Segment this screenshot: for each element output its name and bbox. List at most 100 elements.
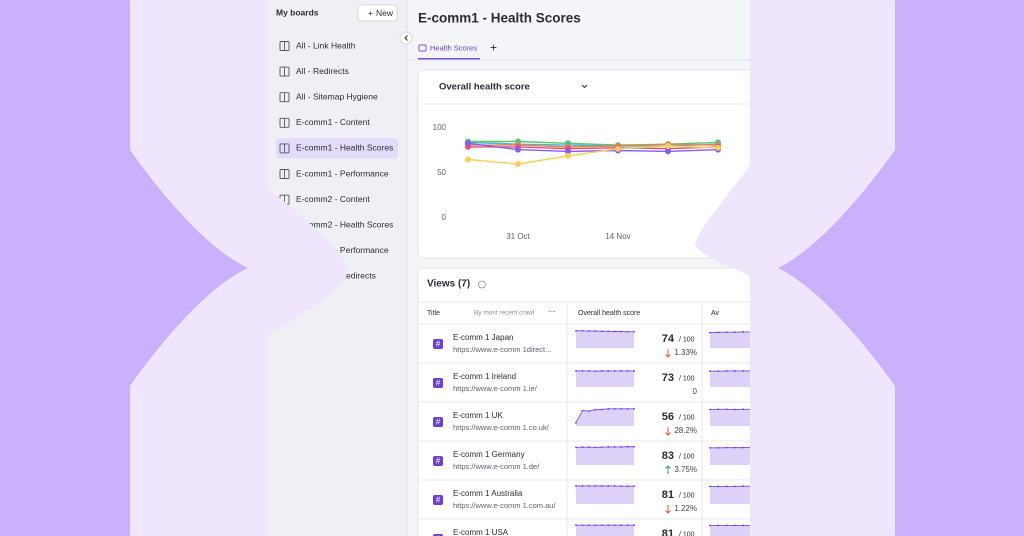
sparkline-point [607,524,610,527]
sparkline-area [710,331,750,348]
score-change: 3.75% [674,465,697,474]
sparkline-point [633,370,635,372]
series-point [665,148,671,155]
view-url: https://www.e-comm 1.de/ [453,462,540,471]
tab-icon [418,44,427,52]
sparkline-point [633,445,635,448]
change-arrow [665,505,671,514]
sparkline-point [575,329,577,332]
sparkline-point [742,485,745,488]
y-tick-label: 50 [437,168,446,177]
sparkline-point [725,408,728,411]
sparkline-area [576,330,634,348]
sparkline-point [575,446,577,449]
series-point [515,161,521,167]
score: 56 [662,411,674,423]
sparkline-point [594,524,597,527]
sparkline-area [710,486,750,504]
sparkline-point [594,330,597,332]
x-tick-label: 31 Oct [506,232,530,241]
sparkline-point [620,407,623,410]
board-item[interactable]: All - Redirects [296,66,349,76]
change-arrow [665,349,671,358]
collapse-button[interactable] [399,31,413,45]
sparkline-point [613,446,616,448]
sparkline-point [725,331,728,334]
sparkline-point [626,330,629,333]
sparkline-point [587,524,590,527]
sparkline-point [709,446,711,449]
board-item[interactable]: E-comm2 - Health Scores [296,219,393,229]
sparkline-point [575,485,577,487]
view-name[interactable]: E-comm 1 Australia [453,489,523,498]
sparkline-point [633,485,635,488]
sparkline-point [600,330,603,333]
chart-title: Overall health score [439,82,530,93]
view-name[interactable]: E-comm 1 USA [453,528,509,536]
board-item[interactable]: All - Sitemap Hygiene [296,91,378,101]
sparkline-area [576,485,634,504]
view-icon-glyph: # [436,340,441,349]
view-name[interactable]: E-comm 1 Ireland [453,372,516,381]
sparkline-area [576,446,634,465]
sparkline-point [725,446,728,449]
board-item[interactable]: E-comm1 - Health Scores [296,143,393,153]
sparkline-point [626,445,629,448]
sparkline-point [742,524,745,527]
sparkline-area [710,447,750,465]
score: 74 [662,333,675,345]
view-name[interactable]: E-comm 1 UK [453,411,503,420]
tab[interactable]: Health Scores [430,43,477,52]
sparkline-point [600,446,603,449]
series-point [465,156,471,163]
change-arrow [665,427,671,436]
collapse-icon [404,35,408,41]
sparkline-point [717,408,720,411]
new-label[interactable]: New [376,8,394,18]
sparkline-point [717,446,720,449]
board-item[interactable]: E-comm2 - Performance [296,245,389,255]
chart-card [417,69,750,259]
board-item[interactable]: All - Link Health [296,40,356,50]
decor-left [130,150,248,386]
sparkline [575,446,634,448]
view-icon-glyph: # [436,418,441,427]
column-header: Title [427,310,440,317]
sparkline-point [725,485,728,488]
sort-label[interactable]: By most recent crawl [474,310,535,317]
sparkline-point [600,485,603,487]
view-url: https://www.e-comm 1.co.uk/ [453,423,550,432]
score-change: 1.33% [674,348,697,357]
sparkline-point [709,370,711,373]
view-name[interactable]: E-comm 1 Germany [453,450,525,459]
board-item[interactable]: E-comm2 - Content [296,194,370,204]
sparkline-point [742,331,745,333]
sparkline-point [717,331,720,334]
sparkline-point [587,485,590,487]
more-icon[interactable]: ··· [548,307,556,316]
sparkline-point [626,407,629,410]
sparkline-point [575,524,577,527]
sparkline-point [600,370,603,372]
board-item[interactable]: E-comm1 - Performance [296,168,389,178]
sparkline-point [607,370,610,372]
sparkline-point [620,524,623,527]
add-tab[interactable]: + [490,41,497,55]
sparkline-point [725,524,728,527]
chart-dropdown[interactable] [581,84,588,89]
info-icon[interactable] [478,280,486,289]
sparkline-point [733,408,736,411]
view-name[interactable]: E-comm 1 Japan [453,333,513,342]
sparkline-point [725,370,728,372]
score: 81 [662,528,674,536]
board-item[interactable]: E-comm1 - Content [296,117,370,127]
new-button[interactable] [357,4,398,22]
view-icon-glyph: # [436,457,441,466]
view-icon [433,339,443,349]
sparkline-area [710,525,750,536]
page-title: E-comm1 - Health Scores [418,11,581,26]
views-title: Views (7) [427,279,470,290]
sparkline-point [717,524,720,527]
series-point [665,143,671,149]
